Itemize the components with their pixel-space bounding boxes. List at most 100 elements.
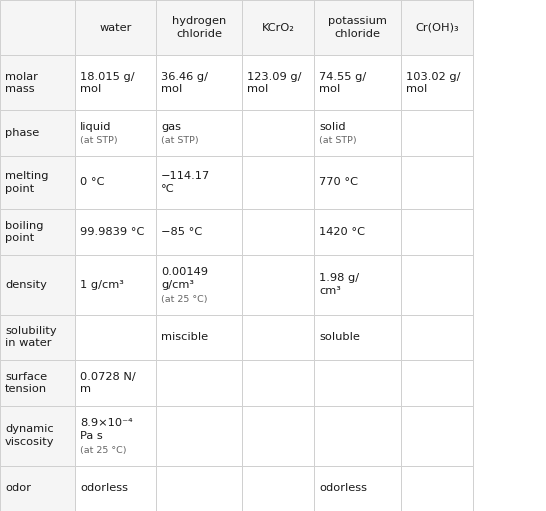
Bar	[0, 156, 75, 209]
Text: 8.9×10⁻⁴
Pa s: 8.9×10⁻⁴ Pa s	[80, 418, 133, 440]
Text: (at 25 °C): (at 25 °C)	[80, 446, 127, 455]
Text: −114.17
°C: −114.17 °C	[161, 171, 210, 194]
Bar	[0, 315, 75, 360]
Text: hydrogen
chloride: hydrogen chloride	[172, 16, 227, 39]
Bar	[0, 360, 75, 406]
Text: dynamic
viscosity: dynamic viscosity	[5, 424, 55, 447]
Bar	[401, 406, 473, 466]
Bar	[314, 254, 401, 315]
Bar	[314, 466, 401, 511]
Bar	[242, 110, 314, 156]
Bar	[75, 209, 156, 254]
Text: 103.02 g/
mol: 103.02 g/ mol	[406, 72, 460, 94]
Text: 18.015 g/
mol: 18.015 g/ mol	[80, 72, 135, 94]
Text: gas: gas	[161, 122, 181, 132]
Bar	[156, 110, 242, 156]
Bar	[75, 156, 156, 209]
Text: (at 25 °C): (at 25 °C)	[161, 295, 207, 304]
Bar	[0, 110, 75, 156]
Text: miscible: miscible	[161, 332, 208, 342]
Bar	[0, 55, 75, 110]
Bar	[314, 0, 401, 55]
Text: 770 °C: 770 °C	[319, 177, 359, 188]
Text: boiling
point: boiling point	[5, 221, 44, 243]
Text: potassium
chloride: potassium chloride	[328, 16, 387, 39]
Bar	[156, 406, 242, 466]
Bar	[401, 360, 473, 406]
Bar	[314, 360, 401, 406]
Bar	[242, 55, 314, 110]
Text: 0.00149
g/cm³: 0.00149 g/cm³	[161, 267, 208, 290]
Bar	[242, 360, 314, 406]
Bar	[0, 406, 75, 466]
Bar	[75, 360, 156, 406]
Text: odor: odor	[5, 483, 31, 493]
Bar	[75, 315, 156, 360]
Bar	[242, 209, 314, 254]
Bar	[314, 209, 401, 254]
Bar	[401, 156, 473, 209]
Text: 0 °C: 0 °C	[80, 177, 105, 188]
Bar	[0, 209, 75, 254]
Bar	[242, 315, 314, 360]
Text: density: density	[5, 280, 47, 290]
Bar	[314, 55, 401, 110]
Text: 1.98 g/
cm³: 1.98 g/ cm³	[319, 273, 360, 296]
Bar	[401, 254, 473, 315]
Text: odorless: odorless	[319, 483, 367, 493]
Text: (at STP): (at STP)	[80, 136, 118, 145]
Bar	[156, 254, 242, 315]
Text: 1420 °C: 1420 °C	[319, 227, 365, 237]
Text: 123.09 g/
mol: 123.09 g/ mol	[247, 72, 302, 94]
Text: KCrO₂: KCrO₂	[262, 22, 295, 33]
Text: melting
point: melting point	[5, 171, 49, 194]
Bar	[75, 406, 156, 466]
Bar	[401, 0, 473, 55]
Text: Cr(OH)₃: Cr(OH)₃	[415, 22, 459, 33]
Text: water: water	[99, 22, 132, 33]
Bar	[401, 209, 473, 254]
Bar	[156, 0, 242, 55]
Bar	[242, 0, 314, 55]
Text: −85 °C: −85 °C	[161, 227, 203, 237]
Bar	[156, 315, 242, 360]
Text: 99.9839 °C: 99.9839 °C	[80, 227, 145, 237]
Bar	[401, 110, 473, 156]
Bar	[242, 156, 314, 209]
Text: molar
mass: molar mass	[5, 72, 38, 94]
Text: phase: phase	[5, 128, 39, 138]
Bar	[401, 55, 473, 110]
Text: surface
tension: surface tension	[5, 371, 47, 394]
Bar	[75, 0, 156, 55]
Bar	[0, 254, 75, 315]
Text: 36.46 g/
mol: 36.46 g/ mol	[161, 72, 208, 94]
Bar	[401, 466, 473, 511]
Text: 1 g/cm³: 1 g/cm³	[80, 280, 124, 290]
Bar	[0, 0, 75, 55]
Text: 74.55 g/
mol: 74.55 g/ mol	[319, 72, 367, 94]
Bar	[156, 360, 242, 406]
Text: (at STP): (at STP)	[161, 136, 199, 145]
Bar	[156, 156, 242, 209]
Bar	[242, 254, 314, 315]
Text: (at STP): (at STP)	[319, 136, 357, 145]
Text: solubility
in water: solubility in water	[5, 326, 57, 349]
Bar	[242, 466, 314, 511]
Bar	[156, 466, 242, 511]
Bar	[156, 209, 242, 254]
Bar	[314, 406, 401, 466]
Bar	[314, 110, 401, 156]
Bar	[75, 254, 156, 315]
Text: liquid: liquid	[80, 122, 112, 132]
Text: solid: solid	[319, 122, 346, 132]
Bar	[75, 466, 156, 511]
Bar	[0, 466, 75, 511]
Bar	[242, 406, 314, 466]
Bar	[156, 55, 242, 110]
Bar	[314, 315, 401, 360]
Bar	[75, 110, 156, 156]
Text: 0.0728 N/
m: 0.0728 N/ m	[80, 371, 136, 394]
Text: soluble: soluble	[319, 332, 360, 342]
Bar	[314, 156, 401, 209]
Bar	[401, 315, 473, 360]
